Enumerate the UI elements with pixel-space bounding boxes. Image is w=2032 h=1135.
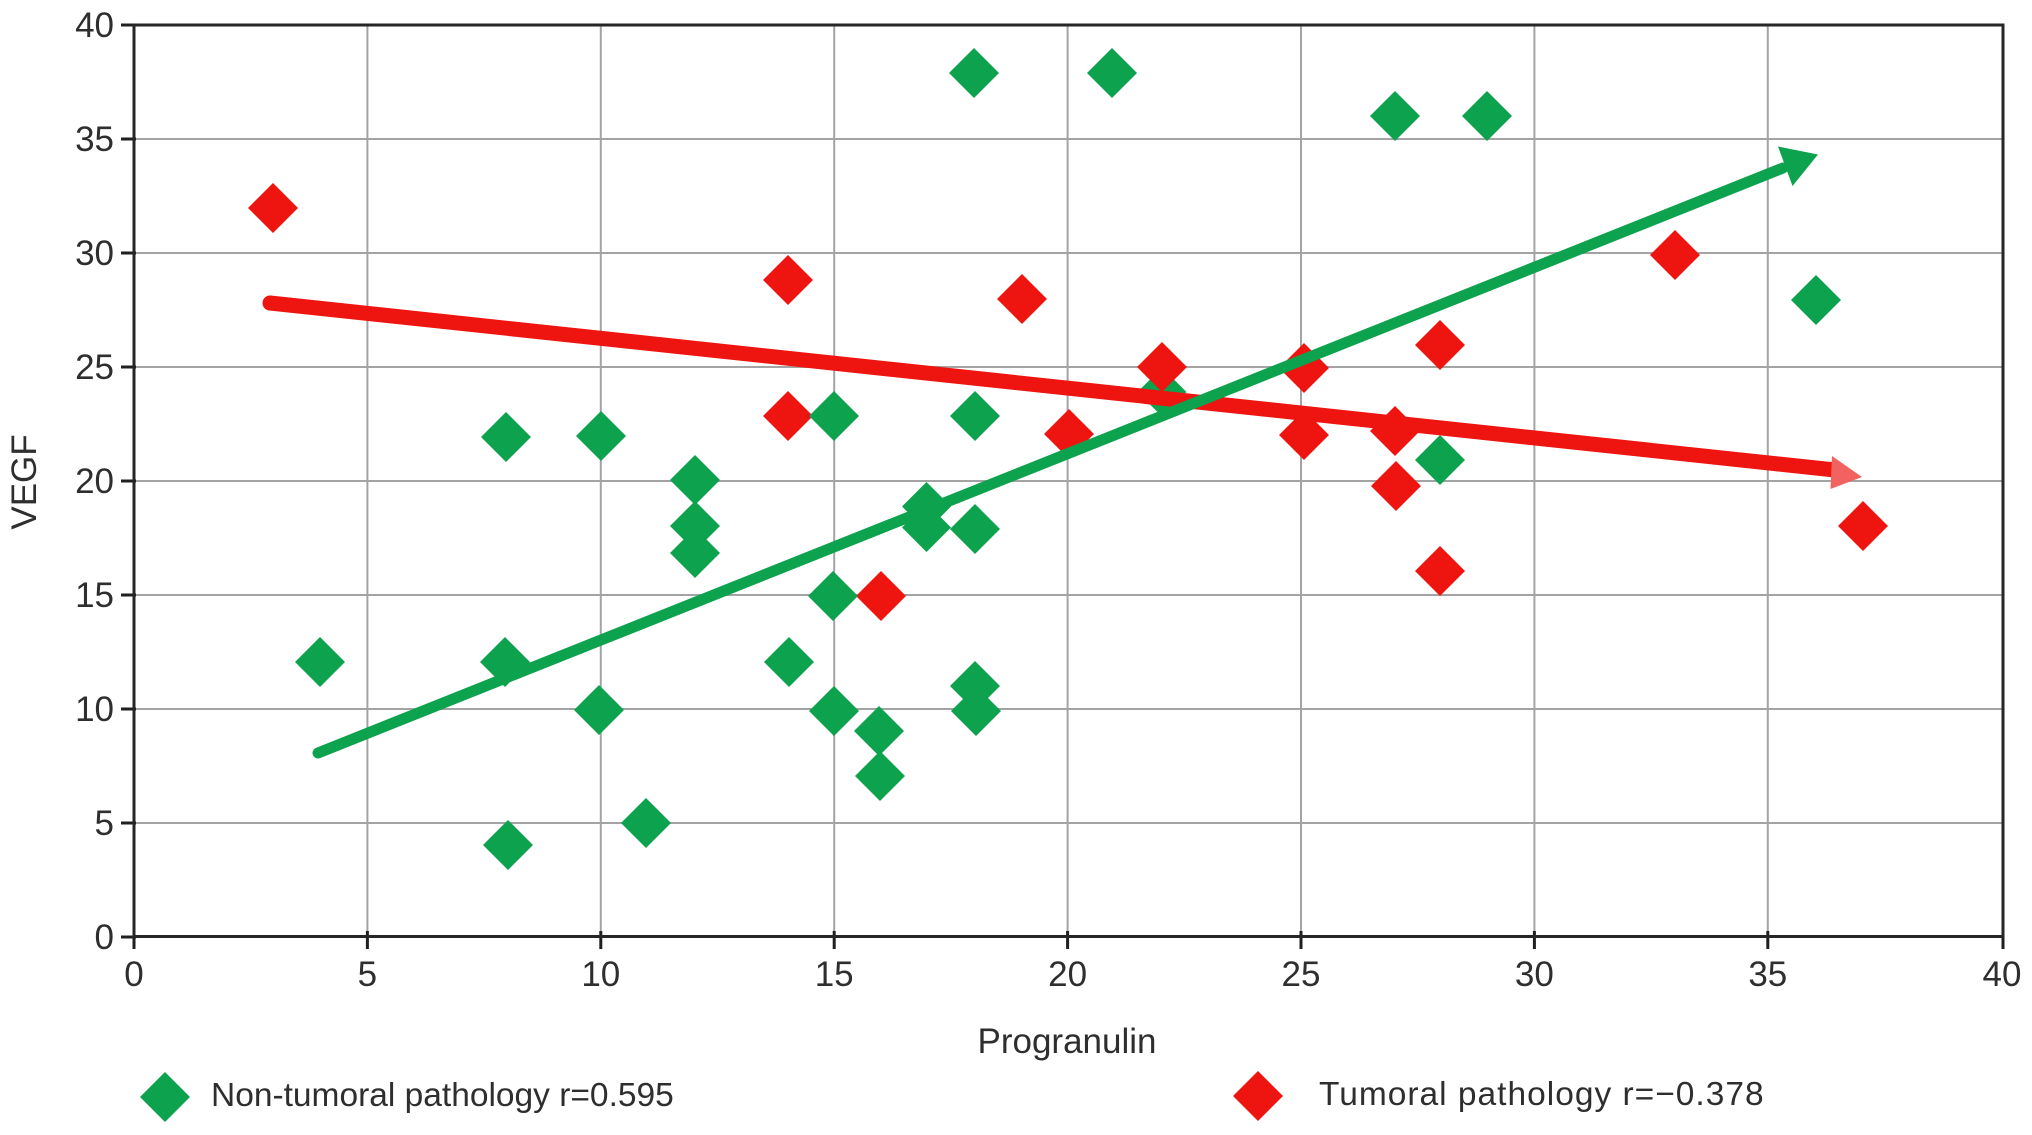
svg-text:0: 0 bbox=[95, 918, 114, 957]
svg-text:Non-tumoral pathology r=0.595: Non-tumoral pathology r=0.595 bbox=[211, 1077, 674, 1114]
svg-text:35: 35 bbox=[1748, 955, 1787, 994]
svg-text:5: 5 bbox=[95, 804, 114, 843]
svg-text:35: 35 bbox=[75, 120, 114, 159]
svg-text:Progranulin: Progranulin bbox=[978, 1022, 1157, 1061]
svg-text:15: 15 bbox=[815, 955, 854, 994]
svg-text:25: 25 bbox=[1282, 955, 1321, 994]
svg-text:40: 40 bbox=[1983, 955, 2022, 994]
svg-text:30: 30 bbox=[1515, 955, 1554, 994]
svg-text:30: 30 bbox=[75, 234, 114, 273]
svg-text:20: 20 bbox=[1048, 955, 1087, 994]
svg-text:Tumoral pathology r=−0.378: Tumoral pathology r=−0.378 bbox=[1319, 1076, 1765, 1113]
svg-text:VEGF: VEGF bbox=[5, 434, 44, 529]
svg-text:25: 25 bbox=[75, 348, 114, 387]
svg-text:15: 15 bbox=[75, 576, 114, 615]
svg-text:0: 0 bbox=[124, 955, 143, 994]
svg-text:5: 5 bbox=[358, 955, 377, 994]
svg-text:40: 40 bbox=[75, 6, 114, 45]
svg-text:10: 10 bbox=[75, 690, 114, 729]
svg-text:10: 10 bbox=[581, 955, 620, 994]
svg-text:20: 20 bbox=[75, 462, 114, 501]
